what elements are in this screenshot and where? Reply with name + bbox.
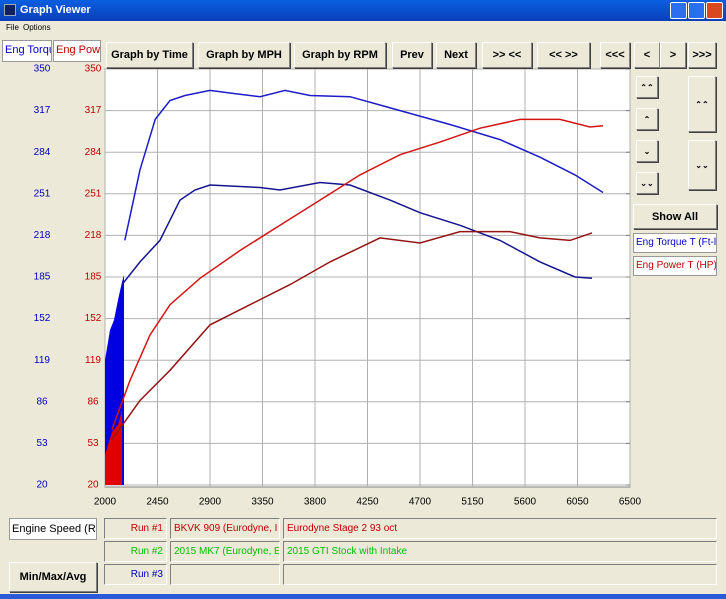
toolbar-button[interactable]: Next	[436, 42, 476, 68]
close-button[interactable]	[706, 2, 723, 19]
scroll-up-fast[interactable]: ⌃⌃	[636, 76, 658, 98]
series-line	[111, 118, 604, 430]
y-tick-label: 284	[34, 147, 51, 158]
scroll-up[interactable]: ⌃	[636, 108, 658, 130]
zoom-up[interactable]: ⌃⌃	[688, 76, 716, 132]
toolbar-button[interactable]: Graph by RPM	[294, 42, 386, 68]
tab[interactable]: Eng Powe	[53, 40, 101, 62]
chart: 2000 2450 2900 3350 3800 4250 4700 5150 5600 6050…	[34, 64, 642, 508]
run-note: Eurodyne Stage 2 93 oct	[283, 518, 717, 539]
run-label: Run #3	[104, 564, 167, 585]
y2-tick-label: 350	[85, 64, 102, 75]
series-line	[121, 181, 593, 286]
x-tick-label: 6500	[619, 497, 642, 508]
y-tick-label: 53	[36, 438, 48, 449]
x-tick-label: 6050	[566, 497, 589, 508]
minimize-button[interactable]	[670, 2, 687, 19]
toolbar-button[interactable]: Graph by Time	[106, 42, 193, 68]
lines	[111, 89, 604, 441]
y-tick-label: 251	[34, 188, 51, 199]
y2-tick-label: 185	[85, 272, 102, 283]
y-tick-label: 20	[36, 480, 48, 491]
scroll-down[interactable]: ⌄	[636, 140, 658, 162]
toolbar-button[interactable]: >> <<	[482, 42, 532, 68]
min-max-button[interactable]: Min/Max/Avg	[9, 562, 97, 592]
legend-entry: Eng Power T (HP)	[633, 256, 717, 276]
y2-tick-label: 251	[85, 188, 102, 199]
toolbar-button[interactable]: <	[634, 42, 660, 68]
toolbar-button[interactable]: >	[660, 42, 686, 68]
x-tick-label: 5600	[514, 497, 537, 508]
title-bar: Graph Viewer	[0, 0, 726, 21]
toolbar-button[interactable]: <<<	[600, 42, 630, 68]
y2-tick-label: 20	[87, 480, 99, 491]
series-line	[124, 89, 604, 241]
run-label: Run #2	[104, 541, 167, 562]
window-title: Graph Viewer	[20, 4, 91, 16]
y2-tick-label: 53	[87, 438, 99, 449]
y-tick-label: 218	[34, 230, 51, 241]
toolbar-button[interactable]: Prev	[392, 42, 432, 68]
run-label: Run #1	[104, 518, 167, 539]
y-tick-label: 86	[36, 396, 48, 407]
x-tick-label: 2450	[146, 497, 169, 508]
menu-item[interactable]: Options	[23, 23, 51, 32]
x-tick-label: 4700	[409, 497, 432, 508]
maximize-button[interactable]	[688, 2, 705, 19]
run-note	[283, 564, 717, 585]
y2-tick-label: 317	[85, 105, 102, 116]
run-name: 2015 MK7 (Eurodyne, E	[170, 541, 280, 562]
y2-tick-label: 119	[85, 355, 101, 366]
x-tick-label: 5150	[461, 497, 484, 508]
y-tick-label: 185	[34, 272, 51, 283]
run-name	[170, 564, 280, 585]
run-name: BKVK 909 (Eurodyne, I	[170, 518, 280, 539]
y2-tick-label: 152	[85, 313, 102, 324]
x-tick-label: 3350	[251, 497, 274, 508]
x-tick-label: 4250	[356, 497, 379, 508]
zoom-down[interactable]: ⌄⌄	[688, 140, 716, 190]
x-tick-label: 3800	[304, 497, 327, 508]
y-tick-label: 350	[34, 64, 51, 75]
y-tick-label: 317	[34, 105, 51, 116]
show-all-button[interactable]: Show All	[633, 204, 717, 229]
tab[interactable]: Eng Torqu	[2, 40, 52, 62]
menu-item[interactable]: File	[6, 23, 19, 32]
toolbar-button[interactable]: << >>	[537, 42, 590, 68]
run-note: 2015 GTI Stock with Intake	[283, 541, 717, 562]
x-channel: Engine Speed (RPI	[9, 518, 97, 540]
toolbar-button[interactable]: >>>	[688, 42, 716, 68]
scroll-down-fast[interactable]: ⌄⌄	[636, 172, 658, 194]
series-line	[111, 230, 593, 441]
y-tick-label: 152	[34, 313, 51, 324]
y2-tick-label: 218	[85, 230, 102, 241]
y-tick-label: 119	[34, 355, 50, 366]
x-tick-label: 2000	[94, 497, 117, 508]
grid	[104, 68, 631, 487]
x-tick-label: 2900	[199, 497, 222, 508]
toolbar-button[interactable]: Graph by MPH	[198, 42, 290, 68]
taskbar-edge	[0, 594, 726, 599]
legend-entry: Eng Torque T (Ft-l	[633, 233, 717, 253]
app-icon	[4, 4, 16, 16]
y2-tick-label: 86	[87, 396, 99, 407]
power-fill	[105, 410, 122, 485]
y2-tick-label: 284	[85, 147, 102, 158]
